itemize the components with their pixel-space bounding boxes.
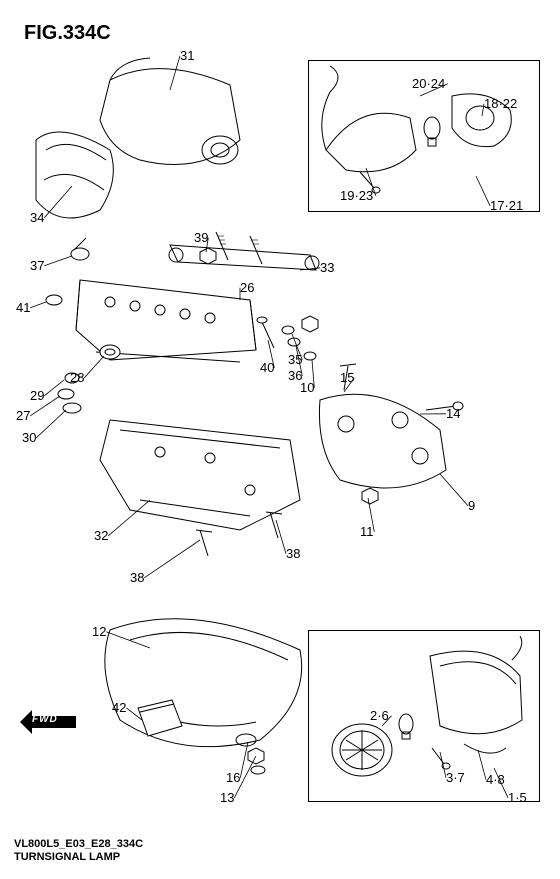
part-bracket-bar — [169, 232, 319, 270]
callout-40: 40 — [260, 360, 274, 375]
figure-footer: VL800L5_E03_E28_334C TURNSIGNAL LAMP — [14, 838, 143, 864]
part-31-cover — [100, 58, 240, 165]
callout-18-22: 18·22 — [484, 96, 517, 111]
callout-19-23: 19·23 — [340, 188, 373, 203]
inset-bottom-lamp — [332, 636, 522, 776]
callout-4-8: 4·8 — [486, 772, 505, 787]
callout-30: 30 — [22, 430, 36, 445]
callout-15: 15 — [340, 370, 354, 385]
callout-13: 13 — [220, 790, 234, 805]
callout-35: 35 — [288, 352, 302, 367]
footer-part-name: TURNSIGNAL LAMP — [14, 851, 143, 864]
callout-26: 26 — [240, 280, 254, 295]
callout-38: 38 — [130, 570, 144, 585]
callout-9: 9 — [468, 498, 475, 513]
callout-37: 37 — [30, 258, 44, 273]
callout-39: 39 — [194, 230, 208, 245]
part-34-strip — [36, 132, 113, 218]
callout-14: 14 — [446, 406, 460, 421]
callout-17-21: 17·21 — [490, 198, 523, 213]
footer-model-code: VL800L5_E03_E28_334C — [14, 838, 143, 851]
callout-28: 28 — [70, 370, 84, 385]
callout-10: 10 — [300, 380, 314, 395]
callout-16: 16 — [226, 770, 240, 785]
callout-1-5: 1·5 — [508, 790, 527, 805]
callout-27: 27 — [16, 408, 30, 423]
callout-29: 29 — [30, 388, 44, 403]
part-32-pan — [100, 420, 300, 556]
callout-32: 32 — [94, 528, 108, 543]
callout-20-24: 20·24 — [412, 76, 445, 91]
callout-11: 11 — [360, 524, 374, 539]
diagram-page: FIG.334C — [0, 0, 560, 879]
fwd-label: FWD — [32, 714, 58, 725]
callout-42: 42 — [112, 700, 126, 715]
callout-31: 31 — [180, 48, 194, 63]
callout-33: 33 — [320, 260, 334, 275]
callout-12: 12 — [92, 624, 106, 639]
callout-41: 41 — [16, 300, 30, 315]
callout-34: 34 — [30, 210, 44, 225]
callout-38b: 38 — [286, 546, 300, 561]
callout-2-6: 2·6 — [370, 708, 389, 723]
exploded-diagram — [0, 0, 560, 879]
part-right-bracket — [319, 364, 463, 504]
callout-3-7: 3·7 — [446, 770, 465, 785]
